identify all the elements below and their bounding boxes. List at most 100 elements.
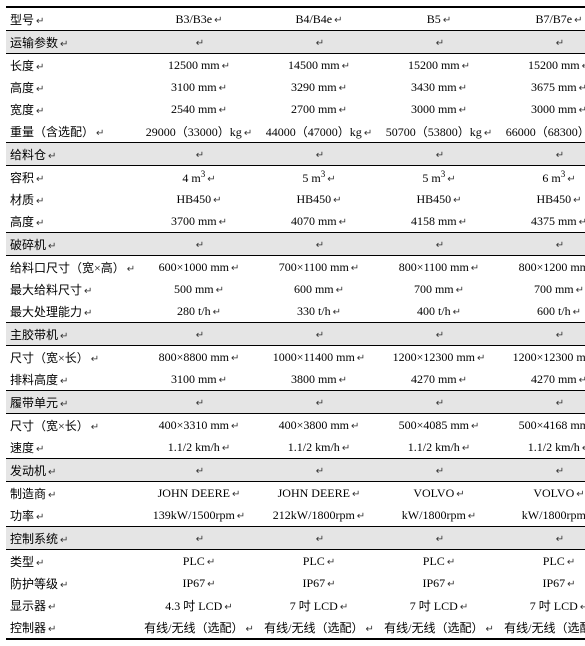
- row-value: 400 t/h↵: [379, 300, 499, 323]
- data-row: 材质↵HB450↵HB450↵HB450↵HB450↵: [6, 188, 585, 210]
- row-value: 6 m3↵: [499, 166, 585, 189]
- header-col: B7/B7e↵: [499, 7, 585, 31]
- row-value: 有线/无线（选配）↵: [139, 616, 259, 639]
- section-blank: ↵: [499, 391, 585, 414]
- row-value: 15200 mm↵: [499, 54, 585, 77]
- row-value: 600 mm↵: [259, 278, 379, 300]
- row-value: PLC↵: [259, 550, 379, 573]
- row-value: 4270 mm↵: [379, 368, 499, 391]
- data-row: 速度↵1.1/2 km/h↵1.1/2 km/h↵1.1/2 km/h↵1.1/…: [6, 436, 585, 459]
- section-blank: ↵: [139, 143, 259, 166]
- row-value: 3290 mm↵: [259, 76, 379, 98]
- row-value: 4 m3↵: [139, 166, 259, 189]
- header-row: 型号↵B3/B3e↵B4/B4e↵B5↵B7/B7e↵: [6, 7, 585, 31]
- row-label: 高度↵: [6, 76, 139, 98]
- section-blank: ↵: [499, 323, 585, 346]
- row-value: 330 t/h↵: [259, 300, 379, 323]
- row-value: 50700（53800）kg↵: [379, 120, 499, 143]
- section-blank: ↵: [499, 459, 585, 482]
- row-value: 800×1200 mm↵: [499, 256, 585, 279]
- section-title: 破碎机↵: [6, 233, 139, 256]
- row-value: PLC↵: [379, 550, 499, 573]
- row-value: 有线/无线（选配）↵: [259, 616, 379, 639]
- header-col: B3/B3e↵: [139, 7, 259, 31]
- section-blank: ↵: [259, 233, 379, 256]
- section-header: 发动机↵↵↵↵↵: [6, 459, 585, 482]
- row-value: 29000（33000）kg↵: [139, 120, 259, 143]
- row-value: 700 mm↵: [499, 278, 585, 300]
- section-title: 给料仓↵: [6, 143, 139, 166]
- section-title: 运输参数↵: [6, 31, 139, 54]
- row-label: 尺寸（宽×长）↵: [6, 346, 139, 369]
- data-row: 容积↵4 m3↵5 m3↵5 m3↵6 m3↵: [6, 166, 585, 189]
- section-blank: ↵: [499, 143, 585, 166]
- section-blank: ↵: [379, 459, 499, 482]
- section-header: 运输参数↵↵↵↵↵: [6, 31, 585, 54]
- row-value: 12500 mm↵: [139, 54, 259, 77]
- data-row: 功率↵139kW/1500rpm↵212kW/1800rpm↵kW/1800rp…: [6, 504, 585, 527]
- row-value: 500×4168 mm↵: [499, 414, 585, 437]
- row-value: IP67↵: [379, 572, 499, 594]
- row-value: 3000 mm↵: [499, 98, 585, 120]
- section-header: 履带单元↵↵↵↵↵: [6, 391, 585, 414]
- row-value: 3800 mm↵: [259, 368, 379, 391]
- row-value: 7 吋 LCD↵: [379, 594, 499, 616]
- data-row: 尺寸（宽×长）↵400×3310 mm↵400×3800 mm↵500×4085…: [6, 414, 585, 437]
- row-label: 制造商↵: [6, 482, 139, 505]
- header-col: B5↵: [379, 7, 499, 31]
- data-row: 类型↵PLC↵PLC↵PLC↵PLC↵: [6, 550, 585, 573]
- section-title: 发动机↵: [6, 459, 139, 482]
- row-value: 有线/无线（选配）↵: [499, 616, 585, 639]
- row-label: 长度↵: [6, 54, 139, 77]
- row-value: 4070 mm↵: [259, 210, 379, 233]
- header-label: 型号↵: [6, 7, 139, 31]
- data-row: 排料高度↵3100 mm↵3800 mm↵4270 mm↵4270 mm↵: [6, 368, 585, 391]
- section-blank: ↵: [259, 459, 379, 482]
- data-row: 最大处理能力↵280 t/h↵330 t/h↵400 t/h↵600 t/h↵: [6, 300, 585, 323]
- row-value: HB450↵: [379, 188, 499, 210]
- spec-table: 型号↵B3/B3e↵B4/B4e↵B5↵B7/B7e↵运输参数↵↵↵↵↵长度↵1…: [6, 6, 585, 640]
- row-label: 尺寸（宽×长）↵: [6, 414, 139, 437]
- data-row: 长度↵12500 mm↵14500 mm↵15200 mm↵15200 mm↵: [6, 54, 585, 77]
- row-value: 7 吋 LCD↵: [259, 594, 379, 616]
- row-value: 3430 mm↵: [379, 76, 499, 98]
- row-value: 4375 mm↵: [499, 210, 585, 233]
- data-row: 重量（含选配）↵29000（33000）kg↵44000（47000）kg↵50…: [6, 120, 585, 143]
- section-blank: ↵: [499, 233, 585, 256]
- row-value: 212kW/1800rpm↵: [259, 504, 379, 527]
- row-value: HB450↵: [499, 188, 585, 210]
- section-blank: ↵: [139, 31, 259, 54]
- row-value: 5 m3↵: [379, 166, 499, 189]
- row-value: HB450↵: [259, 188, 379, 210]
- section-blank: ↵: [139, 233, 259, 256]
- data-row: 显示器↵4.3 吋 LCD↵7 吋 LCD↵7 吋 LCD↵7 吋 LCD↵: [6, 594, 585, 616]
- row-label: 容积↵: [6, 166, 139, 189]
- row-value: 1000×11400 mm↵: [259, 346, 379, 369]
- row-value: IP67↵: [499, 572, 585, 594]
- row-value: 500 mm↵: [139, 278, 259, 300]
- row-value: JOHN DEERE↵: [139, 482, 259, 505]
- section-blank: ↵: [139, 527, 259, 550]
- row-value: 3675 mm↵: [499, 76, 585, 98]
- data-row: 制造商↵JOHN DEERE↵JOHN DEERE↵VOLVO↵VOLVO↵: [6, 482, 585, 505]
- section-blank: ↵: [379, 31, 499, 54]
- row-value: 2700 mm↵: [259, 98, 379, 120]
- section-header: 控制系统↵↵↵↵↵: [6, 527, 585, 550]
- section-blank: ↵: [139, 391, 259, 414]
- section-blank: ↵: [259, 527, 379, 550]
- row-value: 700 mm↵: [379, 278, 499, 300]
- row-value: 3100 mm↵: [139, 368, 259, 391]
- row-label: 重量（含选配）↵: [6, 120, 139, 143]
- row-value: 2540 mm↵: [139, 98, 259, 120]
- row-value: 4.3 吋 LCD↵: [139, 594, 259, 616]
- row-value: 1.1/2 km/h↵: [259, 436, 379, 459]
- row-value: 280 t/h↵: [139, 300, 259, 323]
- row-value: 139kW/1500rpm↵: [139, 504, 259, 527]
- row-value: HB450↵: [139, 188, 259, 210]
- section-title: 主胶带机↵: [6, 323, 139, 346]
- row-value: 400×3800 mm↵: [259, 414, 379, 437]
- row-value: PLC↵: [499, 550, 585, 573]
- data-row: 宽度↵2540 mm↵2700 mm↵3000 mm↵3000 mm↵: [6, 98, 585, 120]
- section-blank: ↵: [379, 233, 499, 256]
- row-value: 44000（47000）kg↵: [259, 120, 379, 143]
